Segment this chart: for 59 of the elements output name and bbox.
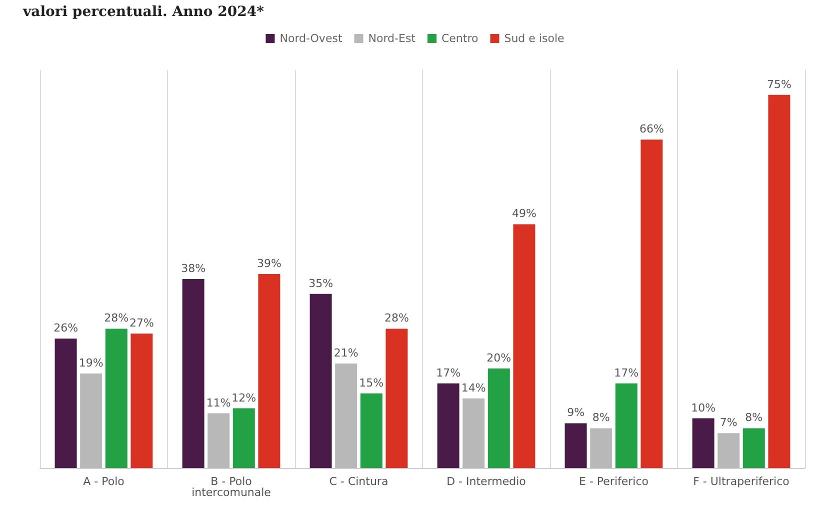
bar <box>258 274 280 468</box>
bar <box>54 338 77 468</box>
bar <box>360 393 382 468</box>
data-label: 27% <box>129 316 154 330</box>
data-label: 8% <box>745 411 763 424</box>
bar <box>742 428 765 468</box>
legend-label: Nord-Est <box>368 32 416 45</box>
data-label: 20% <box>486 352 512 364</box>
bar <box>208 413 230 468</box>
data-label: 17% <box>614 366 639 380</box>
bar <box>488 368 510 468</box>
bar <box>437 383 460 468</box>
data-label: 15% <box>359 376 384 390</box>
bar <box>130 334 153 468</box>
x-tick-label: D - Intermedio <box>446 475 526 488</box>
bar <box>105 328 128 468</box>
data-label: 75% <box>766 78 792 91</box>
x-tick-label: C - Cintura <box>329 475 388 488</box>
bar <box>718 433 740 468</box>
x-tick-label: F - Ultraperiferico <box>693 475 790 488</box>
bar <box>182 278 204 468</box>
data-label: 26% <box>54 322 78 335</box>
bar <box>462 398 485 468</box>
legend-label: Centro <box>441 32 478 45</box>
legend-label: Sud e isole <box>504 32 564 45</box>
data-label: 39% <box>256 256 282 270</box>
x-tick-label: E - Periferico <box>579 475 649 488</box>
x-tick-label: A - Polo <box>83 475 125 488</box>
x-tick-label: B - Polo intercomunale <box>192 475 272 499</box>
data-label: 11% <box>206 396 231 410</box>
data-label: 49% <box>512 207 536 220</box>
bar <box>590 428 612 468</box>
data-label: 35% <box>308 276 334 290</box>
bar <box>232 408 255 468</box>
data-label: 66% <box>639 122 664 136</box>
legend-label: Nord-Ovest <box>280 32 343 45</box>
bar <box>615 383 638 468</box>
data-label: 8% <box>592 411 610 424</box>
data-label: 9% <box>567 406 585 420</box>
bar <box>335 364 358 468</box>
bar <box>310 294 332 468</box>
data-label: 28% <box>104 312 129 325</box>
data-label: 10% <box>691 401 716 414</box>
bar <box>513 224 536 468</box>
bar <box>80 373 102 468</box>
data-label: 19% <box>78 356 104 370</box>
bar <box>564 423 587 468</box>
bar <box>386 328 408 468</box>
data-label: 14% <box>461 381 486 394</box>
data-label: 38% <box>181 262 206 275</box>
data-label: 7% <box>720 416 738 430</box>
chart-title: valori percentuali. Anno 2024* <box>22 4 265 20</box>
bar <box>640 140 663 468</box>
bar <box>768 94 790 468</box>
data-label: 17% <box>436 366 461 380</box>
data-label: 12% <box>232 391 256 404</box>
data-label: 21% <box>334 346 358 360</box>
bar <box>692 418 714 468</box>
data-label: 28% <box>384 312 409 325</box>
